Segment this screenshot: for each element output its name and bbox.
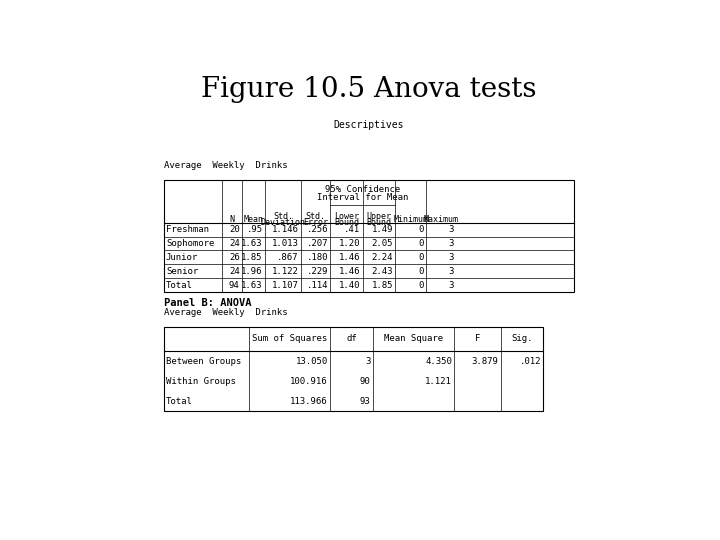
Text: 1.013: 1.013 (271, 239, 299, 248)
Text: Average  Weekly  Drinks: Average Weekly Drinks (163, 161, 287, 170)
Text: 1.85: 1.85 (372, 280, 393, 289)
Text: 100.916: 100.916 (290, 377, 328, 386)
Text: 1.107: 1.107 (271, 280, 299, 289)
Text: 1.121: 1.121 (425, 377, 452, 386)
Text: 3: 3 (448, 267, 454, 275)
Text: Descriptives: Descriptives (334, 120, 404, 130)
Text: .229: .229 (307, 267, 328, 275)
Text: .41: .41 (344, 225, 361, 234)
Bar (163, 327, 544, 411)
Text: Figure 10.5 Anova tests: Figure 10.5 Anova tests (202, 76, 536, 103)
Text: F: F (474, 334, 480, 343)
Bar (163, 180, 575, 292)
Text: 1.63: 1.63 (241, 239, 263, 248)
Text: 1.49: 1.49 (372, 225, 393, 234)
Text: 0: 0 (418, 267, 424, 275)
Text: .867: .867 (277, 253, 299, 262)
Text: .012: .012 (520, 357, 541, 366)
Text: .95: .95 (247, 225, 263, 234)
Text: Bound: Bound (334, 218, 359, 227)
Text: .114: .114 (307, 280, 328, 289)
Text: 0: 0 (418, 239, 424, 248)
Text: Junior: Junior (166, 253, 198, 262)
Text: 95% Confidence: 95% Confidence (325, 185, 400, 194)
Text: Minimum: Minimum (393, 215, 428, 224)
Text: Within Groups: Within Groups (166, 377, 236, 386)
Text: df: df (346, 334, 357, 343)
Text: 1.122: 1.122 (271, 267, 299, 275)
Text: Upper: Upper (366, 212, 392, 221)
Text: Mean Square: Mean Square (384, 334, 443, 343)
Text: Maximum: Maximum (423, 215, 459, 224)
Text: 3: 3 (448, 239, 454, 248)
Text: 3: 3 (448, 253, 454, 262)
Text: Sig.: Sig. (511, 334, 533, 343)
Text: Deviation: Deviation (261, 218, 305, 227)
Text: Interval for Mean: Interval for Mean (317, 193, 408, 201)
Text: Std.: Std. (273, 212, 293, 221)
Text: Between Groups: Between Groups (166, 357, 241, 366)
Text: 93: 93 (360, 397, 371, 406)
Text: 0: 0 (418, 280, 424, 289)
Text: 0: 0 (418, 225, 424, 234)
Text: 3: 3 (448, 280, 454, 289)
Text: 2.43: 2.43 (372, 267, 393, 275)
Text: 3: 3 (365, 357, 371, 366)
Text: Senior: Senior (166, 267, 198, 275)
Text: Sum of Squares: Sum of Squares (252, 334, 327, 343)
Text: 4.350: 4.350 (425, 357, 452, 366)
Text: 94: 94 (229, 280, 240, 289)
Text: 90: 90 (360, 377, 371, 386)
Text: 1.85: 1.85 (241, 253, 263, 262)
Text: Lower: Lower (334, 212, 359, 221)
Text: Total: Total (166, 280, 193, 289)
Text: 24: 24 (229, 239, 240, 248)
Text: 1.146: 1.146 (271, 225, 299, 234)
Text: 2.05: 2.05 (372, 239, 393, 248)
Text: Sophomore: Sophomore (166, 239, 215, 248)
Text: Average  Weekly  Drinks: Average Weekly Drinks (163, 308, 287, 316)
Text: .180: .180 (307, 253, 328, 262)
Text: 24: 24 (229, 267, 240, 275)
Text: 113.966: 113.966 (290, 397, 328, 406)
Text: 1.46: 1.46 (339, 253, 361, 262)
Text: 1.63: 1.63 (241, 280, 263, 289)
Text: .256: .256 (307, 225, 328, 234)
Text: 1.46: 1.46 (339, 267, 361, 275)
Text: Std.: Std. (305, 212, 325, 221)
Text: 3: 3 (448, 225, 454, 234)
Text: Error: Error (303, 218, 328, 227)
Text: Panel B: ANOVA: Panel B: ANOVA (163, 298, 251, 308)
Text: 3.879: 3.879 (472, 357, 498, 366)
Text: 0: 0 (418, 253, 424, 262)
Text: 2.24: 2.24 (372, 253, 393, 262)
Text: 20: 20 (229, 225, 240, 234)
Text: N: N (230, 215, 234, 224)
Text: Bound: Bound (366, 218, 392, 227)
Text: 13.050: 13.050 (296, 357, 328, 366)
Text: 26: 26 (229, 253, 240, 262)
Text: Freshman: Freshman (166, 225, 209, 234)
Text: .207: .207 (307, 239, 328, 248)
Text: Total: Total (166, 397, 193, 406)
Text: 1.40: 1.40 (339, 280, 361, 289)
Text: 1.20: 1.20 (339, 239, 361, 248)
Text: Mean: Mean (243, 215, 264, 224)
Text: 1.96: 1.96 (241, 267, 263, 275)
